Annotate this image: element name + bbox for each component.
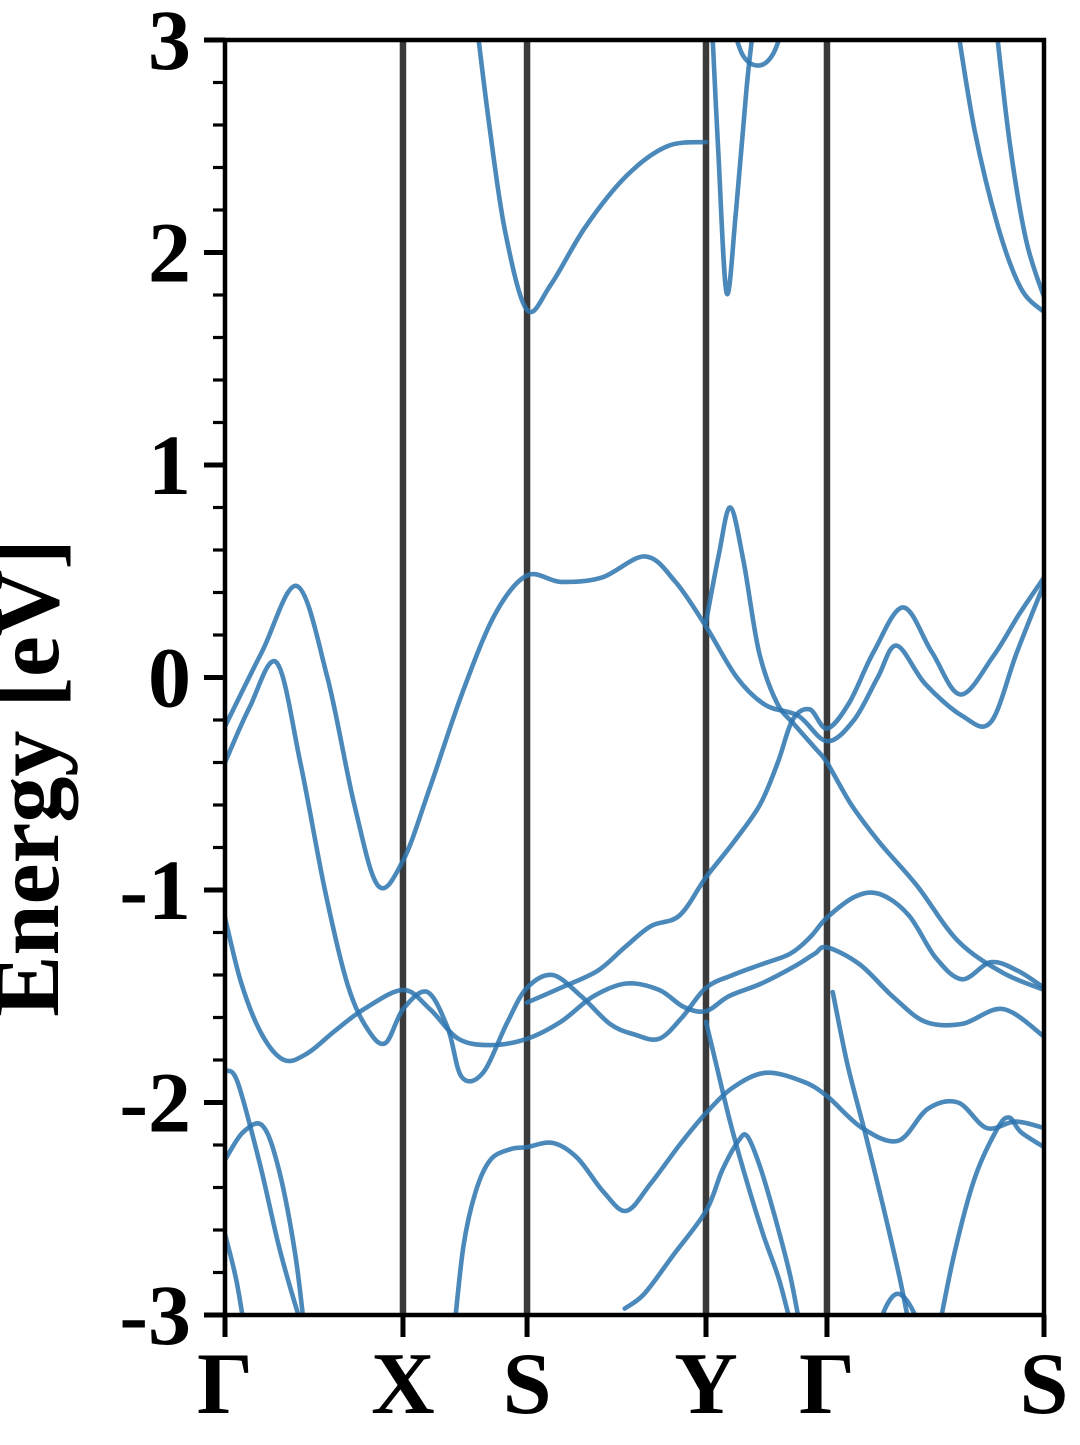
band-deep-GS-descent — [830, 989, 910, 1315]
band-conduction-3-topdip — [734, 40, 782, 68]
high-symmetry-lines — [399, 40, 831, 1315]
band-valence-rising — [524, 575, 1044, 1005]
y-tick-labels: 3 2 1 0 -1 -2 -3 — [119, 0, 191, 1363]
k-label-2: S — [503, 1336, 552, 1433]
band-valence-Y-peak — [703, 505, 1044, 993]
band-deep-YG-descent — [703, 1019, 791, 1315]
band-deep-3 — [225, 1232, 245, 1315]
k-label-1: X — [371, 1336, 435, 1433]
band-deep-YG-cross — [622, 1132, 801, 1315]
y-tick-label: -3 — [119, 1267, 191, 1363]
k-label-0: Γ — [197, 1336, 253, 1433]
y-tick-label: 3 — [148, 0, 191, 88]
axis-ticks — [204, 37, 1047, 1337]
band-conduction-2-valley-YG — [710, 40, 755, 297]
k-label-4: Γ — [799, 1336, 855, 1433]
band-conduction-1 — [476, 40, 709, 315]
y-axis-label: Energy [eV] — [0, 539, 78, 1017]
y-tick-label: 2 — [148, 205, 191, 301]
band-curves — [225, 40, 1044, 1315]
y-tick-label: -1 — [119, 842, 191, 938]
band-conduction-5 — [995, 40, 1044, 300]
band-valence-braid-a — [225, 658, 1044, 1084]
band-conduction-4 — [957, 40, 1044, 315]
band-deep-GS-rise — [939, 1115, 1044, 1315]
k-label-5: S — [1020, 1336, 1069, 1433]
k-label-3: Y — [674, 1336, 738, 1433]
band-deep-1 — [225, 1068, 301, 1315]
band-deep-U-band — [453, 1070, 1044, 1315]
y-tick-label: 0 — [148, 630, 191, 726]
band-deep-2-hump — [225, 1121, 306, 1315]
y-tick-label: 1 — [148, 417, 191, 513]
band-valence-top — [225, 554, 1044, 891]
band-deep-GS-bump — [880, 1291, 918, 1315]
y-tick-label: -2 — [119, 1055, 191, 1151]
band-valence-braid-b — [225, 915, 1044, 1064]
